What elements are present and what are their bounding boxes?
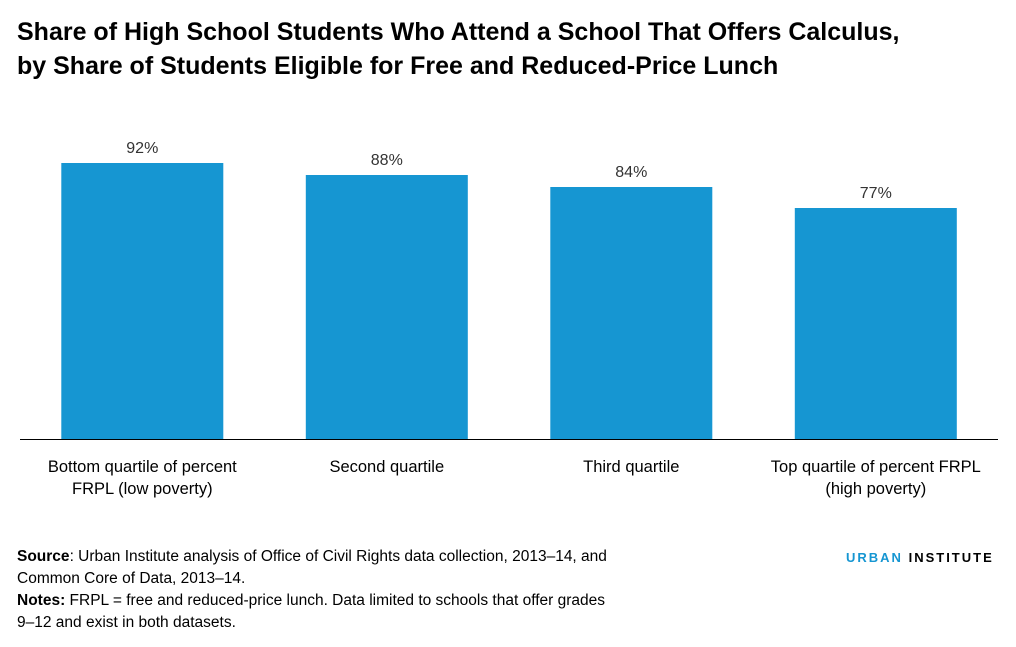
category-label-line: Second quartile	[329, 458, 444, 476]
category-label-line: Third quartile	[583, 458, 679, 476]
bar	[794, 208, 957, 439]
data-label: 88%	[371, 152, 403, 169]
chart-title-line: by Share of Students Eligible for Free a…	[17, 52, 779, 80]
chart-footer: Source: Urban Institute analysis of Offi…	[17, 546, 737, 634]
category-label-line: Bottom quartile of percent	[48, 458, 237, 476]
data-label: 77%	[860, 185, 892, 202]
bar	[550, 187, 713, 439]
category-label: Third quartile	[583, 458, 679, 476]
bar	[305, 175, 468, 439]
data-label: 92%	[126, 140, 158, 157]
logo-brand: URBAN	[846, 550, 903, 565]
bar	[61, 163, 224, 439]
urban-institute-logo: URBAN INSTITUTE	[846, 550, 994, 565]
category-label: Bottom quartile of percent FRPL (low pove…	[48, 458, 237, 498]
notes-label: Notes:	[17, 592, 66, 609]
source-text: : Urban Institute analysis of Office of …	[69, 548, 607, 565]
source-line: Source: Urban Institute analysis of Offi…	[17, 546, 737, 568]
category-label: Second quartile	[329, 458, 444, 476]
category-label-line: Top quartile of percent FRPL	[771, 458, 981, 476]
notes-line: Notes: FRPL = free and reduced-price lun…	[17, 590, 737, 612]
logo-suffix: INSTITUTE	[908, 550, 994, 565]
notes-text-continued: 9–12 and exist in both datasets.	[17, 614, 236, 631]
category-label: Top quartile of percent FRPL (high povert…	[771, 458, 981, 498]
data-label: 84%	[615, 164, 647, 181]
chart-title: Share of High School Students Who Attend…	[17, 15, 1007, 83]
notes-text: FRPL = free and reduced-price lunch. Dat…	[65, 592, 606, 609]
source-text-continued: Common Core of Data, 2013–14.	[17, 570, 246, 587]
category-label-line: FRPL (low poverty)	[72, 480, 213, 498]
chart-title-line: Share of High School Students Who Attend…	[17, 18, 900, 46]
source-label: Source	[17, 548, 70, 565]
category-label-line: (high poverty)	[825, 480, 926, 498]
